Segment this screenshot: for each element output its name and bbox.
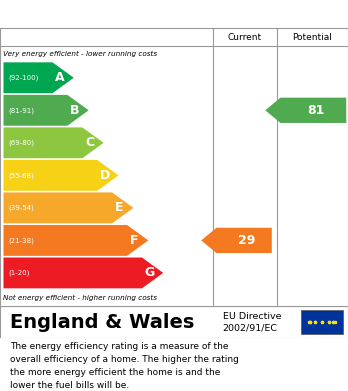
Text: Very energy efficient - lower running costs: Very energy efficient - lower running co…	[3, 51, 158, 57]
Polygon shape	[3, 127, 104, 158]
Polygon shape	[3, 225, 148, 256]
Polygon shape	[3, 95, 89, 126]
Text: England & Wales: England & Wales	[10, 313, 195, 332]
Text: (92-100): (92-100)	[9, 75, 39, 81]
Text: Not energy efficient - higher running costs: Not energy efficient - higher running co…	[3, 295, 158, 301]
Text: The energy efficiency rating is a measure of the
overall efficiency of a home. T: The energy efficiency rating is a measur…	[10, 343, 239, 390]
Text: (39-54): (39-54)	[9, 204, 34, 211]
Text: Potential: Potential	[293, 33, 332, 42]
Text: F: F	[130, 234, 139, 247]
Text: G: G	[144, 266, 155, 280]
Text: 81: 81	[307, 104, 324, 117]
Text: A: A	[55, 71, 65, 84]
Text: Energy Efficiency Rating: Energy Efficiency Rating	[10, 7, 212, 22]
Bar	[301, 310, 343, 334]
Text: (21-38): (21-38)	[9, 237, 34, 244]
Polygon shape	[3, 192, 133, 223]
Text: D: D	[100, 169, 110, 182]
Text: (55-68): (55-68)	[9, 172, 34, 179]
Text: 29: 29	[238, 234, 255, 247]
Text: (1-20): (1-20)	[9, 270, 30, 276]
Polygon shape	[201, 228, 272, 253]
Text: (69-80): (69-80)	[9, 140, 35, 146]
Polygon shape	[265, 98, 346, 123]
Text: E: E	[115, 201, 124, 214]
Text: Current: Current	[228, 33, 262, 42]
Text: B: B	[70, 104, 80, 117]
Polygon shape	[3, 62, 74, 93]
Polygon shape	[3, 258, 163, 288]
Text: (81-91): (81-91)	[9, 107, 35, 113]
Text: C: C	[85, 136, 94, 149]
Text: EU Directive
2002/91/EC: EU Directive 2002/91/EC	[223, 312, 281, 333]
Polygon shape	[3, 160, 118, 191]
